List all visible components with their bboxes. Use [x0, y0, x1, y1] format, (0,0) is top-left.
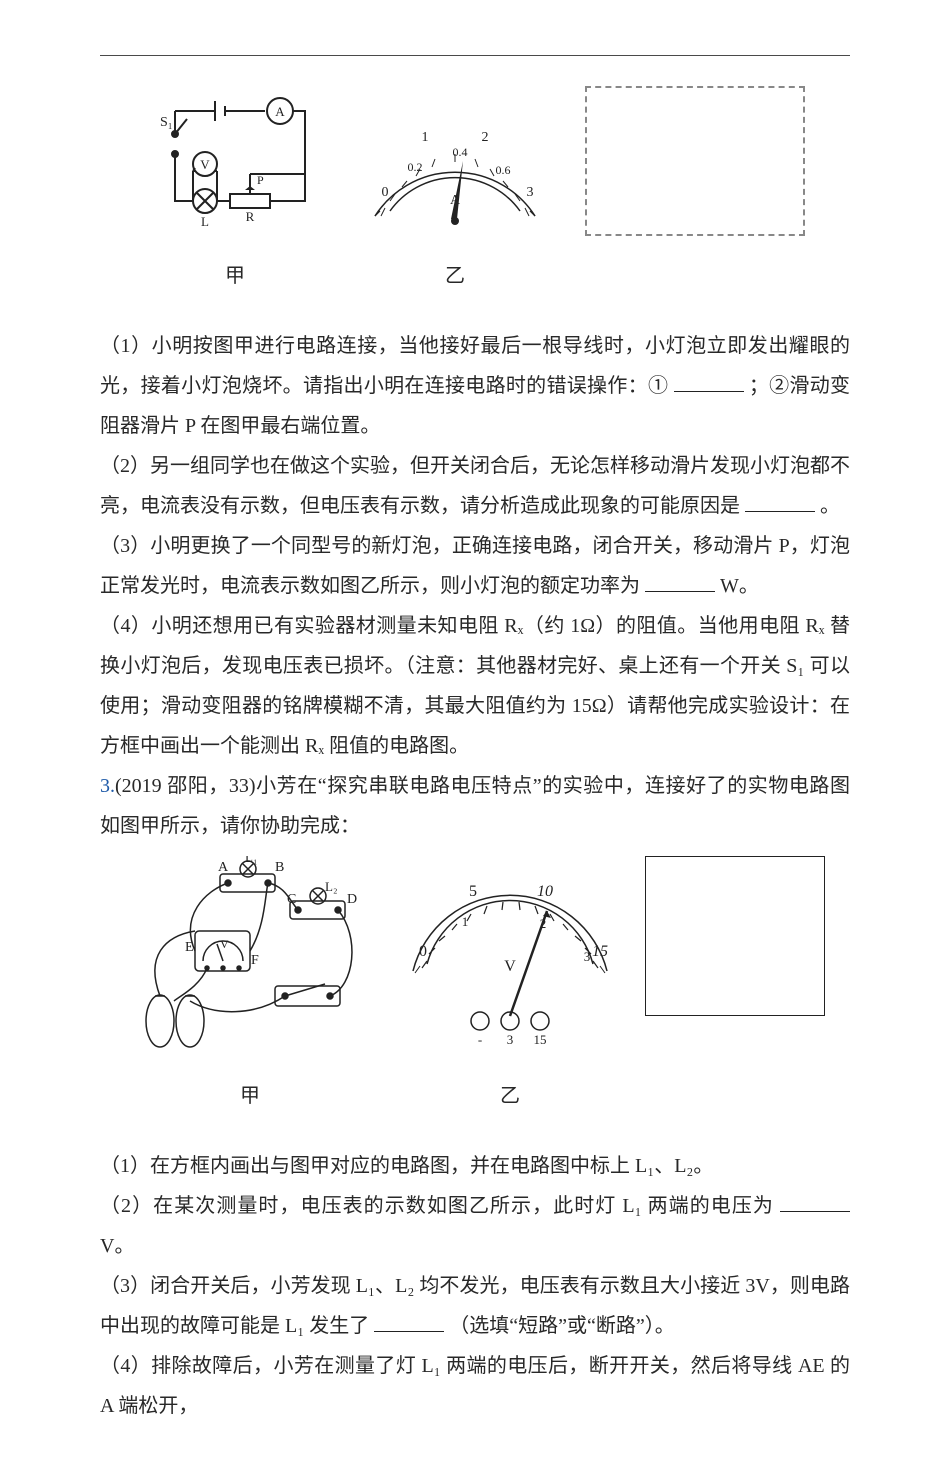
svg-text:10: 10: [537, 883, 553, 900]
q1-p2: （2）另一组同学也在做这个实验，但开关闭合后，无论怎样移动滑片发现小灯泡都不亮，…: [100, 446, 850, 526]
circuit2-caption: 甲: [125, 1076, 375, 1116]
svg-text:V: V: [220, 937, 229, 951]
svg-text:A: A: [275, 104, 285, 119]
svg-text:F: F: [251, 953, 259, 968]
circuit-jia: A V S₁ L P R 甲: [145, 86, 325, 296]
svg-text:L: L: [201, 214, 209, 229]
svg-text:L₂: L₂: [325, 879, 337, 894]
blank-q3-2: [780, 1191, 850, 1212]
page: A V S₁ L P R 甲 0 1 2 3: [0, 0, 950, 1466]
svg-text:1: 1: [462, 914, 469, 929]
q3-p2-b: V。: [100, 1235, 134, 1257]
svg-text:D: D: [347, 892, 357, 907]
circuit-caption: 甲: [145, 256, 325, 296]
svg-text:C: C: [287, 892, 296, 907]
ammeter-yi: 0 1 2 3 0.2 0.4 0.6 A: [355, 86, 555, 296]
q3-src: (2019 邵阳，33): [115, 775, 256, 797]
q3-p2: （2）在某次测量时，电压表的示数如图乙所示，此时灯 L₁ 两端的电压为 V。: [100, 1186, 850, 1266]
voltmeter-yi: 0 5 10 15 1 2 3 V: [395, 856, 625, 1116]
svg-text:0.2: 0.2: [408, 160, 423, 174]
svg-text:S₁: S₁: [160, 115, 173, 130]
svg-text:P: P: [257, 173, 264, 187]
voltmeter-svg: 0 5 10 15 1 2 3 V: [395, 856, 625, 1056]
q3-number: 3.: [100, 775, 115, 797]
q3-p2-a: （2）在某次测量时，电压表的示数如图乙所示，此时灯 L₁ 两端的电压为: [100, 1195, 774, 1217]
svg-text:0.6: 0.6: [496, 163, 511, 177]
ammeter-svg: 0 1 2 3 0.2 0.4 0.6 A: [355, 86, 555, 236]
blank-2: [745, 491, 815, 512]
svg-text:-: -: [478, 1032, 482, 1047]
svg-text:3: 3: [527, 185, 534, 200]
svg-text:R: R: [246, 209, 255, 224]
q3-p4: （4）排除故障后，小芳在测量了灯 L₁ 两端的电压后，断开开关，然后将导线 AE…: [100, 1346, 850, 1426]
svg-text:L₁: L₁: [245, 856, 257, 865]
svg-text:15: 15: [592, 943, 608, 960]
q1-p4: （4）小明还想用已有实验器材测量未知电阻 Rₓ（约 1Ω）的阻值。当他用电阻 R…: [100, 606, 850, 766]
svg-text:2: 2: [482, 130, 489, 145]
dashed-answer-box: [585, 86, 805, 236]
figure-row-2: A B C D E F L₁ L₂ V 甲: [100, 856, 850, 1116]
svg-text:A: A: [218, 860, 229, 875]
circuit-svg: A V S₁ L P R: [145, 86, 325, 236]
circuit2-jia: A B C D E F L₁ L₂ V 甲: [125, 856, 375, 1116]
q1-p2-b: 。: [820, 495, 840, 517]
svg-text:3: 3: [507, 1032, 514, 1047]
circuit2-svg: A B C D E F L₁ L₂ V: [125, 856, 375, 1056]
solid-answer-box: [645, 856, 825, 1016]
blank-q3-3: [374, 1311, 444, 1332]
svg-text:V: V: [504, 958, 516, 975]
ammeter-caption: 乙: [355, 256, 555, 296]
svg-text:0: 0: [419, 943, 427, 960]
svg-text:1: 1: [422, 130, 429, 145]
svg-text:V: V: [200, 157, 210, 172]
svg-text:0: 0: [382, 185, 389, 200]
svg-text:B: B: [275, 860, 284, 875]
q1-p3: （3）小明更换了一个同型号的新灯泡，正确连接电路，闭合开关，移动滑片 P，灯泡正…: [100, 526, 850, 606]
blank-3: [645, 571, 715, 592]
svg-text:E: E: [185, 940, 194, 955]
figure-row-1: A V S₁ L P R 甲 0 1 2 3: [100, 86, 850, 296]
q3-lead: 3.(2019 邵阳，33)小芳在“探究串联电路电压特点”的实验中，连接好了的实…: [100, 766, 850, 846]
q1-p1: （1）小明按图甲进行电路连接，当他接好最后一根导线时，小灯泡立即发出耀眼的光，接…: [100, 326, 850, 446]
q3-p3-b: （选填“短路”或“断路”）。: [449, 1315, 675, 1337]
q3-p1: （1）在方框内画出与图甲对应的电路图，并在电路图中标上 L₁、L₂。: [100, 1146, 850, 1186]
svg-text:15: 15: [534, 1032, 547, 1047]
svg-text:5: 5: [469, 883, 477, 900]
blank-1: [674, 371, 744, 392]
q1-p2-a: （2）另一组同学也在做这个实验，但开关闭合后，无论怎样移动滑片发现小灯泡都不亮，…: [100, 455, 850, 517]
svg-text:3: 3: [584, 949, 591, 964]
top-rule: [100, 55, 850, 56]
voltmeter-caption: 乙: [395, 1076, 625, 1116]
q3-p3: （3）闭合开关后，小芳发现 L₁、L₂ 均不发光，电压表有示数且大小接近 3V，…: [100, 1266, 850, 1346]
q1-p3-b: W。: [720, 575, 759, 597]
